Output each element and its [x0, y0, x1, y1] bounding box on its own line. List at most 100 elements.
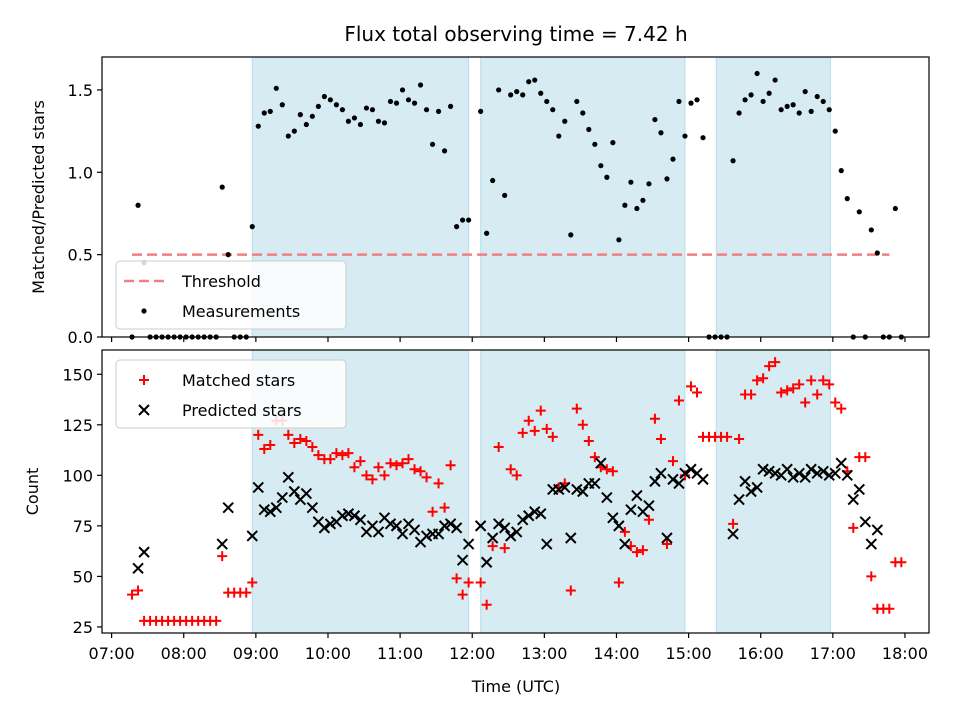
measurement-point [742, 97, 748, 103]
predicted-star-point [300, 487, 313, 500]
measurement-point [484, 230, 490, 236]
axes-frame [101, 56, 930, 338]
top-panel-ratio: 0.0 0.5 1.0 1.5 Matched/Predicted stars Thres… [29, 56, 930, 347]
matched-star-point [565, 585, 576, 596]
matched-star-point [607, 466, 618, 477]
measurement-point [694, 97, 700, 103]
predicted-star-point [733, 493, 745, 506]
predicted-star-point [805, 463, 817, 475]
predicted-star-point [847, 493, 859, 506]
matched-star-point [211, 615, 222, 626]
matched-star-point [770, 357, 781, 368]
shaded-interval-3 [715, 349, 831, 634]
measurement-point [315, 103, 321, 110]
measurement-point [514, 88, 520, 95]
matched-star-point [409, 464, 420, 475]
matched-star-point [860, 452, 871, 463]
predicted-star-point [781, 463, 793, 475]
y-tick-label: 100 [62, 466, 93, 485]
matched-star-point [830, 397, 841, 408]
matched-star-point [499, 543, 510, 554]
measurement-point [351, 115, 358, 121]
predicted-star-point [865, 538, 878, 550]
measurement-point [634, 205, 640, 212]
measurement-point [387, 98, 394, 105]
measurement-point [405, 97, 412, 103]
matched-star-point [752, 375, 763, 386]
axes-frame [101, 349, 930, 634]
matched-star-point [265, 440, 276, 451]
matched-star-point [343, 448, 354, 459]
matched-star-point [836, 403, 847, 414]
legend-box [115, 260, 347, 330]
measurement-point [808, 108, 814, 114]
predicted-star-point [372, 526, 385, 538]
matched-star-point [800, 397, 811, 408]
predicted-star-point [679, 467, 691, 480]
matched-star-point [523, 415, 534, 426]
matched-star-point [217, 551, 228, 562]
predicted-star-point [138, 546, 150, 558]
measurement-point [411, 100, 418, 106]
predicted-star-point [504, 530, 517, 542]
measurement-point [135, 202, 141, 208]
predicted-star-point [474, 520, 487, 532]
matched-star-point [758, 373, 769, 384]
x-tick-label: 13:00 [521, 644, 567, 663]
predicted-star-point [619, 538, 631, 550]
predicted-star-point [480, 556, 493, 568]
y-tick-label: 50 [73, 567, 93, 586]
measurement-point [820, 98, 826, 105]
legend: Matched stars Predicted stars [115, 359, 347, 429]
matched-star-point [349, 462, 360, 473]
matched-star-point [373, 462, 384, 473]
matched-star-point [818, 375, 829, 386]
matched-star-point [631, 547, 642, 558]
matched-star-point [541, 423, 552, 434]
predicted-star-point [697, 473, 709, 486]
matched-star-point [127, 589, 138, 600]
predicted-star-point [817, 465, 829, 477]
measurement-point [526, 79, 532, 85]
measurement-point [604, 174, 610, 180]
predicted-star-point [444, 518, 457, 530]
measurement-point [291, 128, 297, 134]
measurement-point [520, 92, 526, 98]
matched-star-point [692, 387, 703, 398]
predicted-star-point [462, 538, 475, 550]
matched-star-point [253, 429, 264, 440]
predicted-star-point [673, 477, 685, 490]
measurement-point [478, 108, 484, 114]
predicted-star-point [799, 471, 811, 484]
matched-star-point [788, 383, 799, 394]
measurement-point [285, 133, 291, 139]
matched-star-point [685, 381, 696, 392]
measurement-point [381, 120, 388, 126]
predicted-star-point [625, 503, 637, 516]
measurement-point [249, 224, 255, 230]
predicted-star-point [222, 501, 234, 514]
y-tick-label: 1.0 [68, 163, 93, 182]
matched-star-point [746, 389, 757, 400]
measurement-point [441, 148, 448, 154]
predicted-star-point [871, 524, 884, 536]
measurement-point [532, 77, 538, 83]
predicted-star-point [390, 520, 403, 532]
legend-label: Predicted stars [182, 401, 302, 420]
predicted-star-point [354, 514, 367, 526]
matched-star-point [776, 387, 787, 398]
predicted-star-point [535, 508, 547, 520]
measurement-point [754, 70, 760, 77]
matched-star-point [379, 470, 390, 481]
x-tick-label: 17:00 [810, 644, 856, 663]
matched-star-point [782, 385, 793, 396]
matched-star-point [283, 429, 294, 440]
measurement-point [327, 97, 333, 103]
measurement-point [748, 92, 754, 98]
predicted-star-point [655, 467, 667, 480]
legend-label: Threshold [181, 272, 261, 291]
y-tick-label: 25 [73, 618, 93, 637]
predicted-star-point [829, 467, 841, 480]
predicted-star-point [631, 489, 643, 502]
matched-star-point [511, 470, 522, 481]
